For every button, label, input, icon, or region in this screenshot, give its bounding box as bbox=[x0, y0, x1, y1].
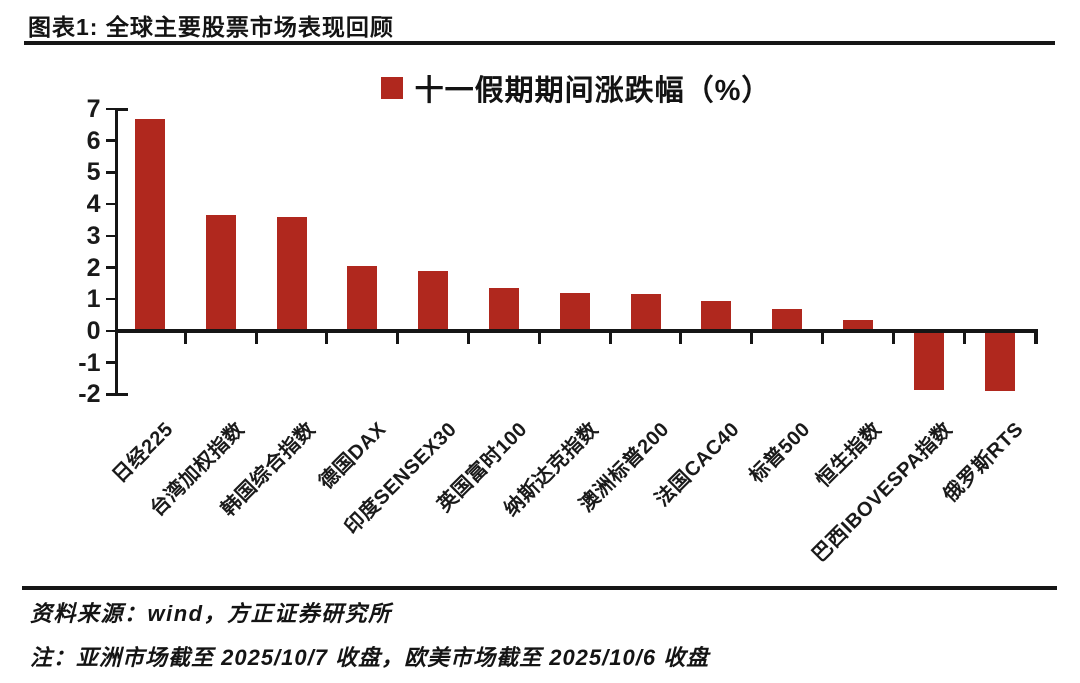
x-axis-tick bbox=[750, 332, 754, 344]
y-axis-bottom-hook bbox=[114, 392, 128, 396]
x-axis-tick bbox=[396, 332, 400, 344]
y-axis-top-hook bbox=[114, 107, 128, 111]
chart-bar bbox=[772, 308, 803, 331]
legend-label: 十一假期期间涨跌幅（%） bbox=[414, 75, 772, 107]
y-axis-tick bbox=[105, 297, 115, 301]
chart-bar bbox=[347, 265, 378, 331]
chart-legend: 十一假期期间涨跌幅（%） bbox=[117, 69, 1035, 107]
y-axis-tick-label: 4 bbox=[86, 190, 101, 219]
legend-swatch bbox=[380, 77, 403, 99]
x-axis-tick bbox=[821, 332, 825, 344]
y-axis-tick-label: 6 bbox=[86, 126, 101, 155]
footer-divider bbox=[22, 586, 1057, 590]
x-axis-end-hook bbox=[1034, 330, 1038, 344]
chart-bar bbox=[134, 118, 165, 331]
y-axis-tick-label: 5 bbox=[86, 158, 101, 187]
y-axis-tick bbox=[105, 329, 115, 333]
chart-bar bbox=[488, 288, 519, 331]
y-axis-tick-label: 0 bbox=[86, 316, 101, 345]
x-axis-tick bbox=[254, 332, 258, 344]
x-axis-tick bbox=[325, 332, 329, 344]
y-axis-tick bbox=[105, 107, 115, 111]
y-axis-tick bbox=[105, 234, 115, 238]
y-axis-tick bbox=[105, 361, 115, 364]
x-axis-line bbox=[114, 328, 1038, 333]
x-axis-tick bbox=[183, 332, 187, 344]
y-axis-tick-label: 7 bbox=[86, 95, 101, 123]
y-axis-line bbox=[114, 107, 118, 396]
x-axis-tick bbox=[467, 332, 471, 344]
chart-bar bbox=[559, 292, 590, 331]
chart-bar bbox=[630, 294, 661, 331]
y-axis-tick bbox=[105, 139, 115, 142]
chart-bar bbox=[418, 270, 449, 331]
x-axis-tick bbox=[962, 332, 966, 344]
y-axis-tick-label: -2 bbox=[78, 380, 101, 409]
y-axis-tick-label: 2 bbox=[86, 253, 101, 282]
chart-bar bbox=[205, 215, 236, 331]
x-axis-tick bbox=[537, 332, 541, 344]
x-axis-tick bbox=[608, 332, 612, 344]
y-axis-tick-label: -1 bbox=[78, 348, 101, 377]
source-note: 资料来源：wind，方正证券研究所 bbox=[30, 601, 392, 626]
date-note: 注：亚洲市场截至 2025/10/7 收盘，欧美市场截至 2025/10/6 收… bbox=[30, 645, 710, 670]
chart-bar bbox=[701, 300, 732, 331]
chart-bar bbox=[276, 216, 307, 331]
y-axis-tick bbox=[105, 171, 115, 174]
title-divider bbox=[24, 41, 1055, 45]
chart-bar bbox=[984, 330, 1015, 392]
chart-bar bbox=[842, 319, 873, 331]
x-axis-label: 标普500 bbox=[745, 418, 815, 488]
y-axis-tick bbox=[105, 202, 115, 206]
x-axis-tick bbox=[891, 332, 895, 344]
y-axis-tick-label: 3 bbox=[86, 221, 101, 250]
y-axis-tick-label: 1 bbox=[86, 285, 101, 314]
x-axis-tick bbox=[679, 332, 683, 344]
figure-title: 图表1: 全球主要股票市场表现回顾 bbox=[28, 14, 394, 40]
y-axis-tick bbox=[105, 266, 115, 269]
chart-bar bbox=[913, 330, 944, 390]
y-axis-tick bbox=[105, 393, 115, 396]
